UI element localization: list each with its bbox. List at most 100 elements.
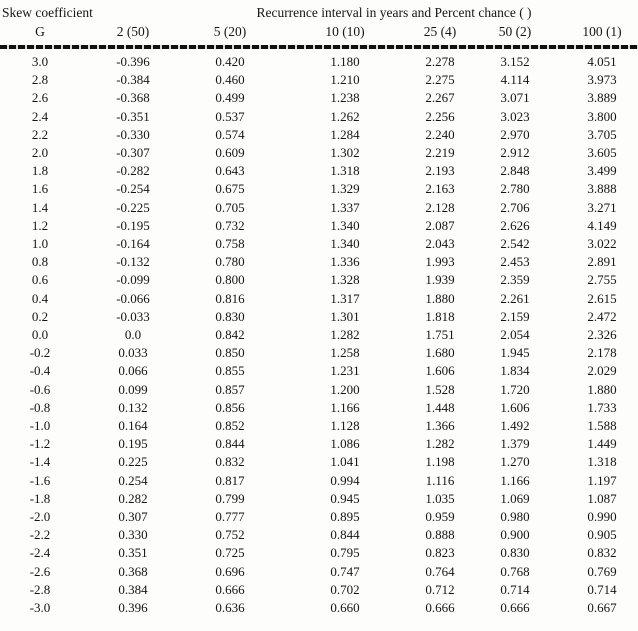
table-cell: 0.795 <box>330 545 360 561</box>
table-cell: 2.029 <box>587 363 617 379</box>
table-cell: 0.832 <box>215 454 245 470</box>
table-cell: 1.116 <box>425 472 455 488</box>
table-cell: 1.528 <box>425 381 455 397</box>
table-cell: 0.842 <box>215 327 245 343</box>
cell-skew-g: -0.6 <box>29 381 51 397</box>
table-cell: -0.066 <box>116 290 150 306</box>
cell-skew-g: -3.0 <box>29 600 51 616</box>
table-cell: 0.574 <box>215 126 245 142</box>
table-cell: 0.660 <box>330 600 360 616</box>
table-cell: 3.499 <box>587 163 617 179</box>
table-row: 1.0 -0.164 0.758 1.340 2.043 2.542 3.022 <box>0 235 638 253</box>
table-cell: 1.834 <box>500 363 530 379</box>
cell-skew-g: -2.0 <box>29 509 51 525</box>
table-cell: -0.225 <box>116 199 150 215</box>
table-cell: 3.889 <box>587 90 617 106</box>
table-cell: -0.330 <box>116 126 150 142</box>
table-cell: 0.856 <box>215 399 245 415</box>
table-cell: 0.844 <box>330 527 360 543</box>
cell-skew-g: 2.0 <box>31 145 49 161</box>
table-cell: 2.219 <box>425 145 455 161</box>
table-row: -1.6 0.254 0.817 0.994 1.116 1.166 1.197 <box>0 472 638 490</box>
table-cell: 0.768 <box>500 563 530 579</box>
table-cell: 0.816 <box>215 290 245 306</box>
table-cell: 2.128 <box>425 199 455 215</box>
table-cell: 2.043 <box>425 236 455 252</box>
table-cell: 1.751 <box>425 327 455 343</box>
table-cell: 2.848 <box>500 163 530 179</box>
table-cell: 0.705 <box>215 199 245 215</box>
cell-skew-g: -0.8 <box>29 399 51 415</box>
table-row: 2.0 -0.307 0.609 1.302 2.219 2.912 3.605 <box>0 144 638 162</box>
table-cell: 1.086 <box>330 436 360 452</box>
table-cell: 0.752 <box>215 527 245 543</box>
cell-skew-g: -1.0 <box>29 418 51 434</box>
table-cell: 2.472 <box>587 308 617 324</box>
table-row: -0.8 0.132 0.856 1.166 1.448 1.606 1.733 <box>0 399 638 417</box>
table-cell: 0.980 <box>500 509 530 525</box>
table-cell: 0.777 <box>215 509 245 525</box>
cell-skew-g: 2.4 <box>31 108 49 124</box>
table-cell: 0.758 <box>215 236 245 252</box>
table-cell: 0.895 <box>330 509 360 525</box>
table-cell: 1.329 <box>330 181 360 197</box>
table-cell: -0.307 <box>116 145 150 161</box>
table-row: -3.0 0.396 0.636 0.660 0.666 0.666 0.667 <box>0 599 638 617</box>
table-cell: -0.282 <box>116 163 150 179</box>
table-cell: 3.271 <box>587 199 617 215</box>
table-cell: 0.099 <box>118 381 148 397</box>
table-cell: 0.844 <box>215 436 245 452</box>
table-cell: 2.178 <box>587 345 617 361</box>
table-cell: 0.855 <box>215 363 245 379</box>
table-row: 0.2 -0.033 0.830 1.301 1.818 2.159 2.472 <box>0 308 638 326</box>
table-cell: 2.256 <box>425 108 455 124</box>
table-cell: 1.166 <box>500 472 530 488</box>
table-cell: -0.368 <box>116 90 150 106</box>
cell-skew-g: -1.6 <box>29 472 51 488</box>
table-cell: 0.066 <box>118 363 148 379</box>
table-cell: 1.128 <box>330 418 360 434</box>
table-cell: 2.261 <box>500 290 530 306</box>
table-cell: -0.396 <box>116 54 150 69</box>
table-cell: 3.022 <box>587 236 617 252</box>
table-cell: 1.238 <box>330 90 360 106</box>
table-cell: 1.340 <box>330 217 360 233</box>
table-cell: 0.900 <box>500 527 530 543</box>
table-row: 2.8 -0.384 0.460 1.210 2.275 4.114 3.973 <box>0 71 638 89</box>
table-cell: 0.499 <box>215 90 245 106</box>
table-cell: 0.609 <box>215 145 245 161</box>
table-cell: 1.340 <box>330 236 360 252</box>
table-cell: 0.800 <box>215 272 245 288</box>
column-header: 5 (20) <box>213 24 247 39</box>
cell-skew-g: 0.6 <box>31 272 49 288</box>
table-cell: 2.755 <box>587 272 617 288</box>
table-cell: -0.351 <box>116 108 150 124</box>
cell-skew-g: 2.2 <box>31 126 49 142</box>
table-cell: 1.198 <box>425 454 455 470</box>
table-header: Skew coefficient Recurrence interval in … <box>0 3 638 41</box>
cell-skew-g: -0.4 <box>29 363 51 379</box>
table-cell: 0.990 <box>587 509 617 525</box>
table-cell: -0.132 <box>116 254 150 270</box>
table-cell: 1.301 <box>330 308 360 324</box>
table-cell: 3.023 <box>500 108 530 124</box>
table-cell: 4.051 <box>587 54 617 69</box>
table-cell: 1.680 <box>425 345 455 361</box>
table-cell: 1.282 <box>330 327 360 343</box>
table-cell: 1.328 <box>330 272 360 288</box>
table-cell: 0.823 <box>425 545 455 561</box>
table-cell: 3.705 <box>587 126 617 142</box>
cell-skew-g: -1.2 <box>29 436 51 452</box>
table-cell: 1.210 <box>330 72 360 88</box>
cell-skew-g: 0.8 <box>31 254 49 270</box>
skew-coefficient-table: 3.0 -0.396 0.420 1.180 2.278 3.152 4.051 2.8 -0.… <box>0 53 638 617</box>
cell-skew-g: -2.4 <box>29 545 51 561</box>
table-cell: 0.643 <box>215 163 245 179</box>
table-row: 0.6 -0.099 0.800 1.328 1.939 2.359 2.755 <box>0 271 638 289</box>
table-cell: 2.326 <box>587 327 617 343</box>
column-header: 10 (10) <box>325 24 365 39</box>
table-header-title-row: Skew coefficient Recurrence interval in … <box>0 3 638 22</box>
table-cell: 1.069 <box>500 490 530 506</box>
table-cell: 0.732 <box>215 217 245 233</box>
